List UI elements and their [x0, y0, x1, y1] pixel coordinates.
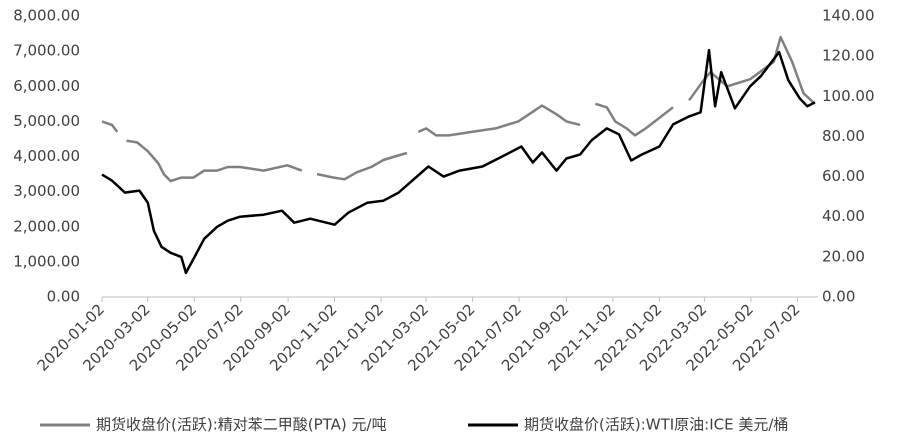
- y2-tick-label: 20.00: [822, 247, 865, 265]
- y2-tick-label: 0.00: [822, 288, 855, 306]
- legend-label: 期货收盘价(活跃):精对苯二甲酸(PTA) 元/吨: [96, 416, 387, 434]
- y2-tick-label: 40.00: [822, 207, 865, 225]
- y-tick-label: 5,000.00: [13, 112, 80, 130]
- y-tick-label: 0.00: [47, 288, 80, 306]
- legend-label: 期货收盘价(活跃):WTI原油:ICE 美元/桶: [524, 416, 788, 434]
- y-tick-label: 6,000.00: [13, 77, 80, 95]
- y-tick-label: 1,000.00: [13, 252, 80, 270]
- series-line: [101, 48, 816, 275]
- y2-tick-label: 140.00: [822, 7, 875, 25]
- y2-tick-label: 60.00: [822, 167, 865, 185]
- y-tick-label: 2,000.00: [13, 217, 80, 235]
- y-tick-label: 8,000.00: [13, 7, 80, 25]
- y-tick-label: 7,000.00: [13, 42, 80, 60]
- y-tick-label: 4,000.00: [13, 147, 80, 165]
- y2-tick-label: 80.00: [822, 127, 865, 145]
- y-tick-label: 3,000.00: [13, 182, 80, 200]
- y2-tick-label: 100.00: [822, 87, 875, 105]
- series-line: [101, 35, 816, 183]
- y2-tick-label: 120.00: [822, 47, 875, 65]
